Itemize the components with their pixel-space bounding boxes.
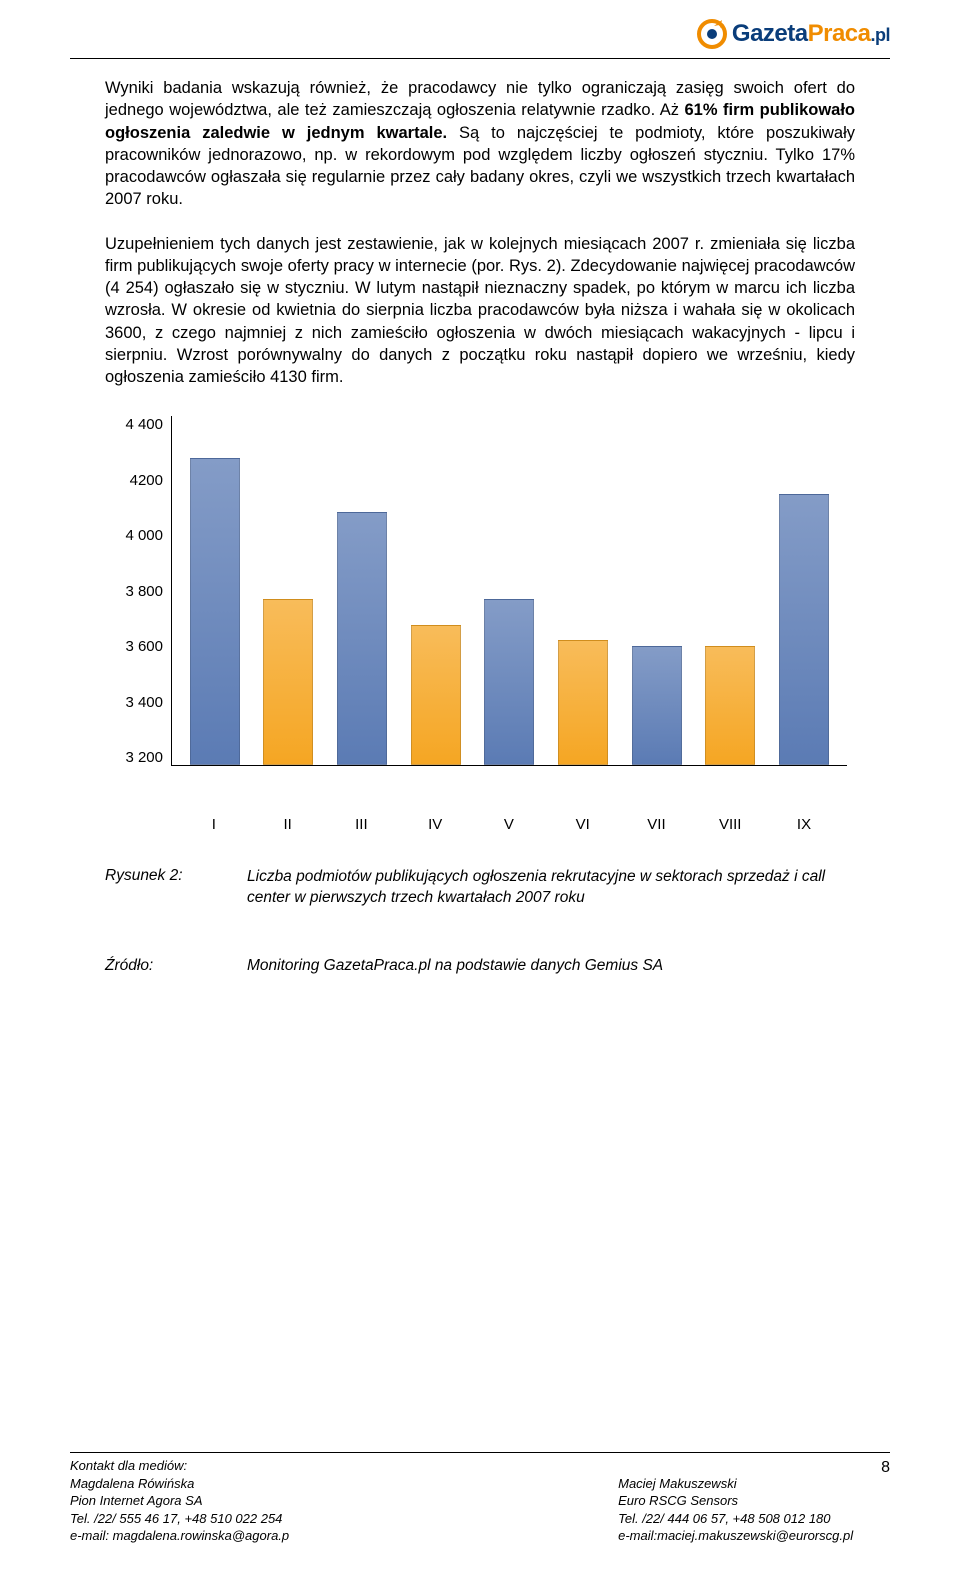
footer-right-l4: e-mail:maciej.makuszewski@eurorscg.pl — [618, 1527, 853, 1545]
x-tick-label: VII — [631, 816, 681, 833]
caption-text: Liczba podmiotów publikujących ogłoszeni… — [247, 867, 855, 909]
bar — [705, 646, 755, 766]
logo-gazeta: Gazeta — [732, 20, 808, 47]
bar — [337, 512, 387, 766]
content: Wyniki badania wskazują również, że prac… — [0, 77, 960, 975]
logo-text: GazetaPraca.pl — [732, 20, 890, 48]
logo-pl: .pl — [871, 25, 891, 45]
chart: 4 40042004 0003 8003 6003 4003 200 IIIII… — [105, 416, 855, 833]
x-tick-label: V — [484, 816, 534, 833]
bar — [263, 599, 313, 765]
paragraph-1: Wyniki badania wskazują również, że prac… — [105, 77, 855, 211]
footer-left-l3: Pion Internet Agora SA — [70, 1492, 289, 1510]
footer-left: Kontakt dla mediów: Magdalena Rówińska P… — [70, 1457, 289, 1545]
y-tick-label: 4 400 — [113, 416, 163, 433]
footer-divider — [70, 1452, 890, 1453]
bar — [632, 646, 682, 766]
x-tick-label: VIII — [705, 816, 755, 833]
y-tick-label: 3 200 — [113, 749, 163, 766]
y-tick-label: 3 600 — [113, 638, 163, 655]
bar — [779, 494, 829, 765]
x-tick-label: IX — [779, 816, 829, 833]
page-number: 8 — [881, 1457, 890, 1479]
y-axis: 4 400 4200 4 000 3 800 3 600 3 400 3 200 — [113, 416, 171, 766]
x-axis: IIIIIIIVVVIVIIVIIIIX — [171, 806, 847, 833]
footer-right: Maciej Makuszewski Euro RSCG Sensors Tel… — [618, 1457, 853, 1545]
logo: GazetaPraca.pl — [696, 18, 890, 50]
footer-columns: Kontakt dla mediów: Magdalena Rówińska P… — [70, 1457, 890, 1545]
x-tick-label: I — [189, 816, 239, 833]
footer-left-l1: Kontakt dla mediów: — [70, 1457, 289, 1475]
header: GazetaPraca.pl — [0, 0, 960, 58]
x-tick-label: III — [336, 816, 386, 833]
bar — [484, 599, 534, 765]
target-icon — [696, 18, 728, 50]
header-divider — [70, 58, 890, 59]
footer-right-wrap: Maciej Makuszewski Euro RSCG Sensors Tel… — [618, 1457, 890, 1545]
bar — [558, 640, 608, 765]
footer-right-l3: Tel. /22/ 444 06 57, +48 508 012 180 — [618, 1510, 853, 1528]
x-tick-label: II — [263, 816, 313, 833]
source-text: Monitoring GazetaPraca.pl na podstawie d… — [247, 957, 663, 975]
footer-left-l5: e-mail: magdalena.rowinska@agora.p — [70, 1527, 289, 1545]
plot-area — [171, 416, 847, 766]
footer-left-l2: Magdalena Rówińska — [70, 1475, 289, 1493]
footer-right-l2: Euro RSCG Sensors — [618, 1492, 853, 1510]
y-tick-label: 4200 — [113, 472, 163, 489]
figure-caption: Rysunek 2: Liczba podmiotów publikującyc… — [105, 867, 855, 909]
source-line: Źródło: Monitoring GazetaPraca.pl na pod… — [105, 957, 855, 975]
footer-left-l4: Tel. /22/ 555 46 17, +48 510 022 254 — [70, 1510, 289, 1528]
y-tick-label: 4 000 — [113, 527, 163, 544]
y-tick-label: 3 400 — [113, 694, 163, 711]
x-tick-label: VI — [558, 816, 608, 833]
bar — [411, 625, 461, 765]
x-tick-label: IV — [410, 816, 460, 833]
caption-key: Rysunek 2: — [105, 867, 215, 909]
footer-right-l1: Maciej Makuszewski — [618, 1475, 853, 1493]
source-key: Źródło: — [105, 957, 215, 975]
y-tick-label: 3 800 — [113, 583, 163, 600]
bar — [190, 458, 240, 765]
footer: Kontakt dla mediów: Magdalena Rówińska P… — [0, 1452, 960, 1545]
paragraph-2: Uzupełnieniem tych danych jest zestawien… — [105, 233, 855, 389]
chart-area: 4 400 4200 4 000 3 800 3 600 3 400 3 200 — [113, 416, 847, 806]
logo-praca: Praca — [808, 20, 871, 47]
